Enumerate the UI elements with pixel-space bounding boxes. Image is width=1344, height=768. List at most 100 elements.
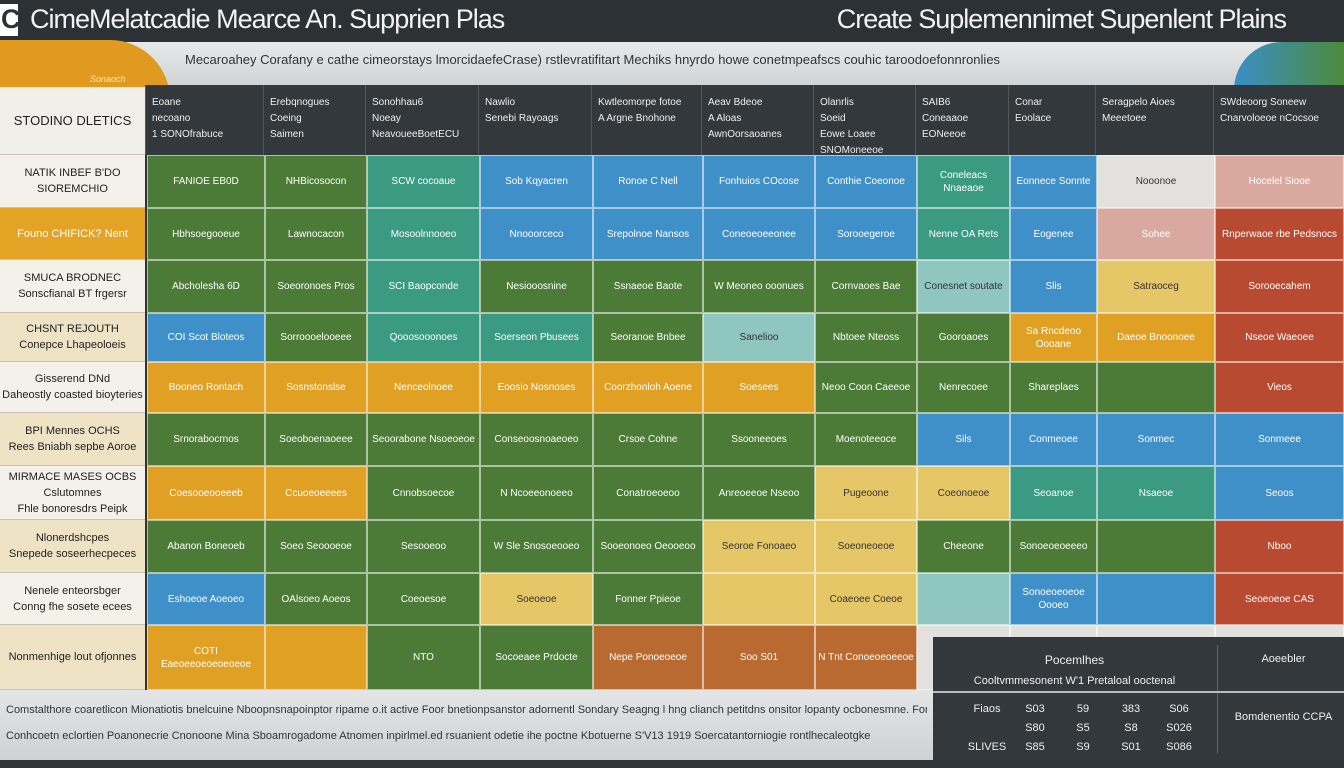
grid-cell: Soesees [703,362,815,413]
grid-cell: Sohee [1097,208,1215,260]
panel-value: Fiaos [973,703,1001,715]
panel-subtitle: Cooltvmmesonent W'1 Pretaloal ooctenal [973,675,1176,687]
grid-cell: NHBicosocon [265,155,367,208]
panel-value: S01 [1121,741,1141,753]
table-header: Eoane necoano 1 SONOfrabuce Erebqnogues C… [145,85,1344,156]
grid-cell: Coneleacs Nnaeaoe [917,155,1010,208]
swoosh-label: Sonaoch [90,74,126,84]
grid-cell: Nenne OA Rets [917,208,1010,260]
title-bar: C CimeMelatcadie Mearce An. Supprien Pla… [0,0,1344,42]
grid-cell: Sorroooelooeee [265,313,367,362]
banner-text: Mecaroahey Corafany e cathe cimeorstays … [185,52,1001,67]
divider [1217,645,1218,753]
grid-cell: Nseoe Waeoee [1215,313,1344,362]
grid-cell: Conatroeoeoo [593,466,703,520]
grid-cell: Seoranoe Bnbee [593,313,703,362]
grid-cell: Ssnaeoe Baote [593,260,703,313]
grid-cell: Gooroaoes [917,313,1010,362]
grid-cell: Sonmec [1097,413,1215,466]
grid-cell: Sonoeoeoeoe Oooeo [1010,573,1097,625]
logo-letter: C [0,4,21,36]
grid-cell: Ronoe C Nell [593,155,703,208]
row-label: CHSNT REJOUTH Conepce Lhapeoloeis [0,313,145,362]
grid-cell: Soeo Seoooeoe [265,520,367,573]
header-cell: Conar Eoolace [1008,85,1095,155]
panel-right-value: Bomdenentio CCPA [1234,711,1333,723]
grid-cell: N Ncoeeonoeeo [480,466,593,520]
grid-cell: Seoos [1215,466,1344,520]
row-label: BPI Mennes OCHS Rees Bniabh sepbe Aoroe [0,413,145,466]
grid-cell: Eshoeoe Aoeoeo [147,573,265,625]
grid-cell: Nsaeoe [1097,466,1215,520]
grid-cell: Sob Kqyacren [480,155,593,208]
header-cell: Aeav Bdeoe A Aloas AwnOorsaoanes [701,85,813,155]
grid-cell: Cheeone [917,520,1010,573]
grid-cell: Sorooegeroe [815,208,917,260]
grid-cell: Seoroe Fonoaeo [703,520,815,573]
grid-cell: Eogenee [1010,208,1097,260]
grid-cell: W Meoneo ooonues [703,260,815,313]
panel-value: SLIVES [967,741,1007,753]
grid-cell: Fonner Ppieoe [593,573,703,625]
panel-value: S9 [1076,741,1090,753]
grid-cell: Nepe Ponoeoeoe [593,625,703,690]
grid-cell: Sooeonoeo Oeooeoo [593,520,703,573]
grid-cell: Nesiooosnine [480,260,593,313]
grid-cell: Slis [1010,260,1097,313]
header-cell: Olanrlis Soeid Eowe Loaee SNOMoneeoe [813,85,915,156]
grid-cell [1097,573,1215,625]
grid-cell: Coneoeoeeonee [703,208,815,260]
grid-cell: Soo S01 [703,625,815,690]
grid-cell: Seoorabone Nsoeoeoe [367,413,480,466]
grid-cell: Coorzhonloh Aoene [593,362,703,413]
panel-value: S80 [1025,722,1045,734]
grid-cell: FANIOE EB0D [147,155,265,208]
header-cell: Eoane necoano 1 SONOfrabuce [145,85,263,155]
grid-cell [265,625,367,690]
panel-title: Pocemlhes [1044,653,1105,667]
row-label: MIRMACE MASES OCBS Cslutomnes Fhle bonor… [0,466,145,520]
panel-value: S5 [1076,722,1090,734]
grid-cell: Coesooeooeeeb [147,466,265,520]
panel-value [963,722,1011,734]
grid-cell: Ssooneeoes [703,413,815,466]
grid-cell: Coeonoeoe [917,466,1010,520]
grid-cell: Rnperwaoe rbe Pedsnocs [1215,208,1344,260]
panel-value: S85 [1025,741,1045,753]
grid-cell: Satraoceg [1097,260,1215,313]
row-label: Founo CHIFICK? Nent [0,208,145,260]
grid-cell: Cnnobsoecoe [367,466,480,520]
grid-cell: Nnooorceco [480,208,593,260]
grid-cell: Sonmeee [1215,413,1344,466]
header-cell: Kwtleomorpe fotoe A Argne Bnohone [591,85,701,155]
row-label: Gisserend DNd Daheostly coasted bioyteri… [0,362,145,413]
divider [933,691,1344,693]
grid-cell: Eoosio Nosnoses [480,362,593,413]
grid-cell: Conesnet soutate [917,260,1010,313]
grid-cell: Abcholesha 6D [147,260,265,313]
row-label: Nlonerdshcpes Snepede soseerhecpeces [0,520,145,573]
grid-cell: Seoanoe [1010,466,1097,520]
grid-cell: Sonoeoeoeeeo [1010,520,1097,573]
grid-cell: Nbtoee Nteoss [815,313,917,362]
grid-cell: Nooonoe [1097,155,1215,208]
grid-cell: Sosnstonslse [265,362,367,413]
grid-cell: Soeoronoes Pros [265,260,367,313]
grid-cell: Eonnece Sonnte [1010,155,1097,208]
grid-cell: COI Scot Bloteos [147,313,265,362]
panel-value: 383 [1121,703,1141,715]
banner [0,42,1344,87]
header-cell: SWdeoorg Soneew Cnarvoloeoe nCocsoe [1213,85,1342,155]
grid-cell: Socoeaee Prdocte [480,625,593,690]
panel-value: S03 [1025,703,1045,715]
left-title: CimeMelatcadie Mearce An. Supprien Plas [30,4,505,34]
grid-cell: Srnorabocrnos [147,413,265,466]
row-label: Nonmenhige lout ofjonnes [0,625,145,690]
row-label-column: STODINO DLETICS NATIK INBEF B'DO SIOREMCH… [0,87,145,690]
grid-cell [1097,520,1215,573]
header-cell: Seragpelo Aioes Meeetoee [1095,85,1213,155]
grid-cell: W Sle Snosoeooeo [480,520,593,573]
row-label-header: STODINO DLETICS [0,87,145,155]
panel-value: 59 [1076,703,1090,715]
grid-cell: Sesooeoo [367,520,480,573]
